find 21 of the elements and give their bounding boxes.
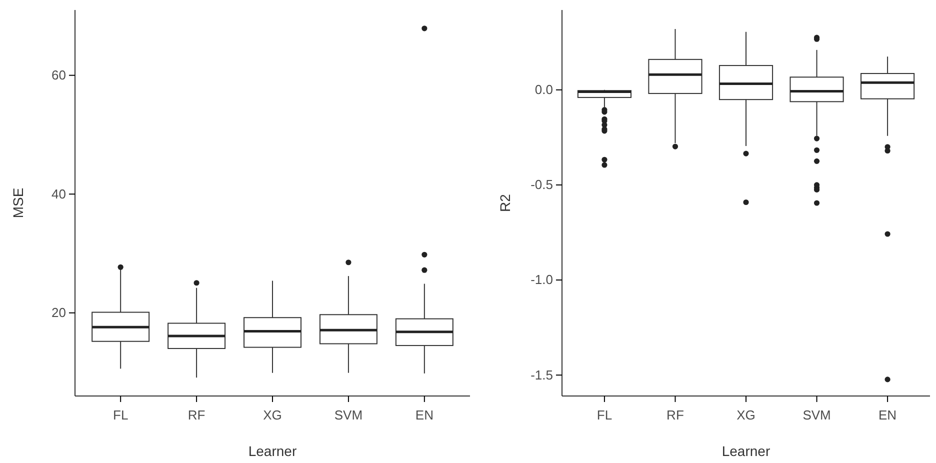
x-axis-title: Learner (722, 443, 770, 459)
y-axis-title: R2 (497, 194, 513, 212)
x-tick-label: XG (263, 407, 282, 422)
x-axis-title: Learner (248, 443, 297, 459)
y-tick-label: 20 (52, 305, 66, 320)
x-tick-label: SVM (802, 407, 831, 422)
x-tick-label: XG (736, 407, 756, 422)
y-tick-label: 0.0 (534, 82, 553, 98)
x-tick-label: FL (596, 407, 612, 422)
y-tick-label: 40 (52, 186, 66, 202)
x-tick-label: SVM (334, 407, 363, 422)
x-tick-label: RF (666, 407, 684, 422)
x-tick-label: RF (188, 407, 206, 422)
y-tick-label: -1.0 (530, 272, 553, 288)
y-tick-label: -0.5 (530, 177, 553, 192)
y-tick-label: 60 (52, 67, 66, 82)
x-tick-label: FL (112, 407, 128, 422)
y-tick-label: -1.5 (530, 367, 553, 382)
x-tick-label: EN (878, 407, 897, 422)
x-tick-label: EN (415, 407, 434, 422)
y-axis-title: MSE (10, 188, 26, 218)
